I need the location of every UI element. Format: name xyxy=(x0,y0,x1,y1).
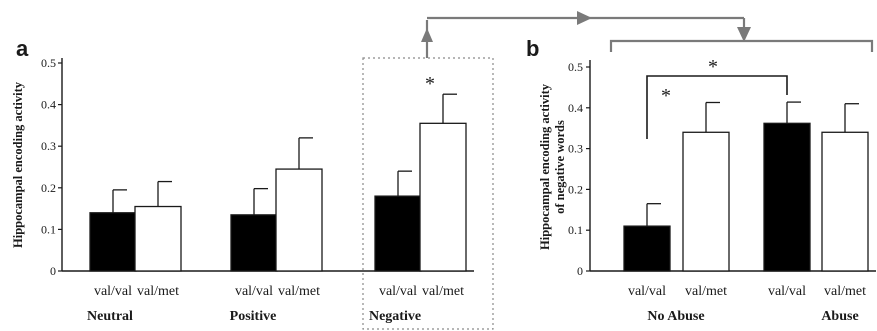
panel-letter-b: b xyxy=(526,36,539,61)
y-tick-label: 0.4 xyxy=(41,98,56,112)
significance-star: * xyxy=(708,56,718,78)
connector-arrowhead-down xyxy=(737,27,751,42)
y-tick-label: 0.1 xyxy=(568,223,583,237)
x-category-label: val/met xyxy=(278,284,320,299)
x-category-label: val/met xyxy=(422,284,464,299)
y-tick-label: 0.1 xyxy=(41,222,56,236)
x-category-label: val/met xyxy=(824,284,866,299)
y-tick-label: 0.2 xyxy=(41,181,56,195)
x-category-label: val/val xyxy=(94,284,132,299)
y-tick-label: 0.3 xyxy=(41,139,56,153)
bar-negative-val-val xyxy=(374,195,422,272)
x-group-label: Neutral xyxy=(87,309,133,324)
bar-no-abuse-val-met xyxy=(682,131,730,272)
x-group-label: Abuse xyxy=(821,309,858,324)
bar-negative-val-met xyxy=(419,122,467,272)
x-category-label: val/val xyxy=(379,284,417,299)
significance-bracket xyxy=(646,75,788,139)
connector-arrowhead-up xyxy=(421,28,433,42)
x-group-label: No Abuse xyxy=(647,309,704,324)
significance-star: * xyxy=(425,73,435,95)
y-tick-label: 0.5 xyxy=(568,60,583,74)
panel-b-bracket xyxy=(609,39,874,52)
bar-neutral-val-met xyxy=(134,205,182,272)
x-category-label: val/val xyxy=(768,284,806,299)
significance-star: * xyxy=(661,85,671,107)
connector-arrows xyxy=(421,11,874,58)
bar-abuse-val-val xyxy=(763,122,811,272)
y-tick-label: 0.5 xyxy=(41,56,56,70)
y-axis-label-line: Hippocampal encoding activity xyxy=(538,83,552,250)
y-tick-label: 0.4 xyxy=(568,101,583,115)
bar-positive-val-met xyxy=(275,168,323,272)
x-group-label: Positive xyxy=(230,309,277,324)
y-tick-label: 0 xyxy=(577,264,583,278)
x-category-label: val/val xyxy=(235,284,273,299)
bar-neutral-val-val xyxy=(89,212,137,272)
y-tick-label: 0 xyxy=(50,264,56,278)
y-axis-label: Hippocampal encoding activity xyxy=(11,81,25,248)
bar-positive-val-val xyxy=(230,214,278,272)
y-tick-label: 0.2 xyxy=(568,182,583,196)
panel-letter-a: a xyxy=(16,36,29,61)
x-category-label: val/met xyxy=(685,284,727,299)
y-axis-label-line: Hippocampal encoding activity xyxy=(11,81,25,248)
y-axis-label: Hippocampal encoding activityof negative… xyxy=(538,83,567,250)
x-group-label: Negative xyxy=(369,309,421,324)
bar-abuse-val-met xyxy=(821,131,869,272)
x-category-label: val/val xyxy=(628,284,666,299)
panel-a-chart: a 0 0.1 0.2 0.3 0.4 0.5 Hippocampal encoding ac… xyxy=(11,36,494,330)
y-axis-label-line: of negative words xyxy=(553,120,567,214)
y-tick-label: 0.3 xyxy=(568,142,583,156)
x-category-label: val/met xyxy=(137,284,179,299)
connector-arrowhead-right xyxy=(577,11,592,25)
bar-no-abuse-val-val xyxy=(623,225,671,272)
